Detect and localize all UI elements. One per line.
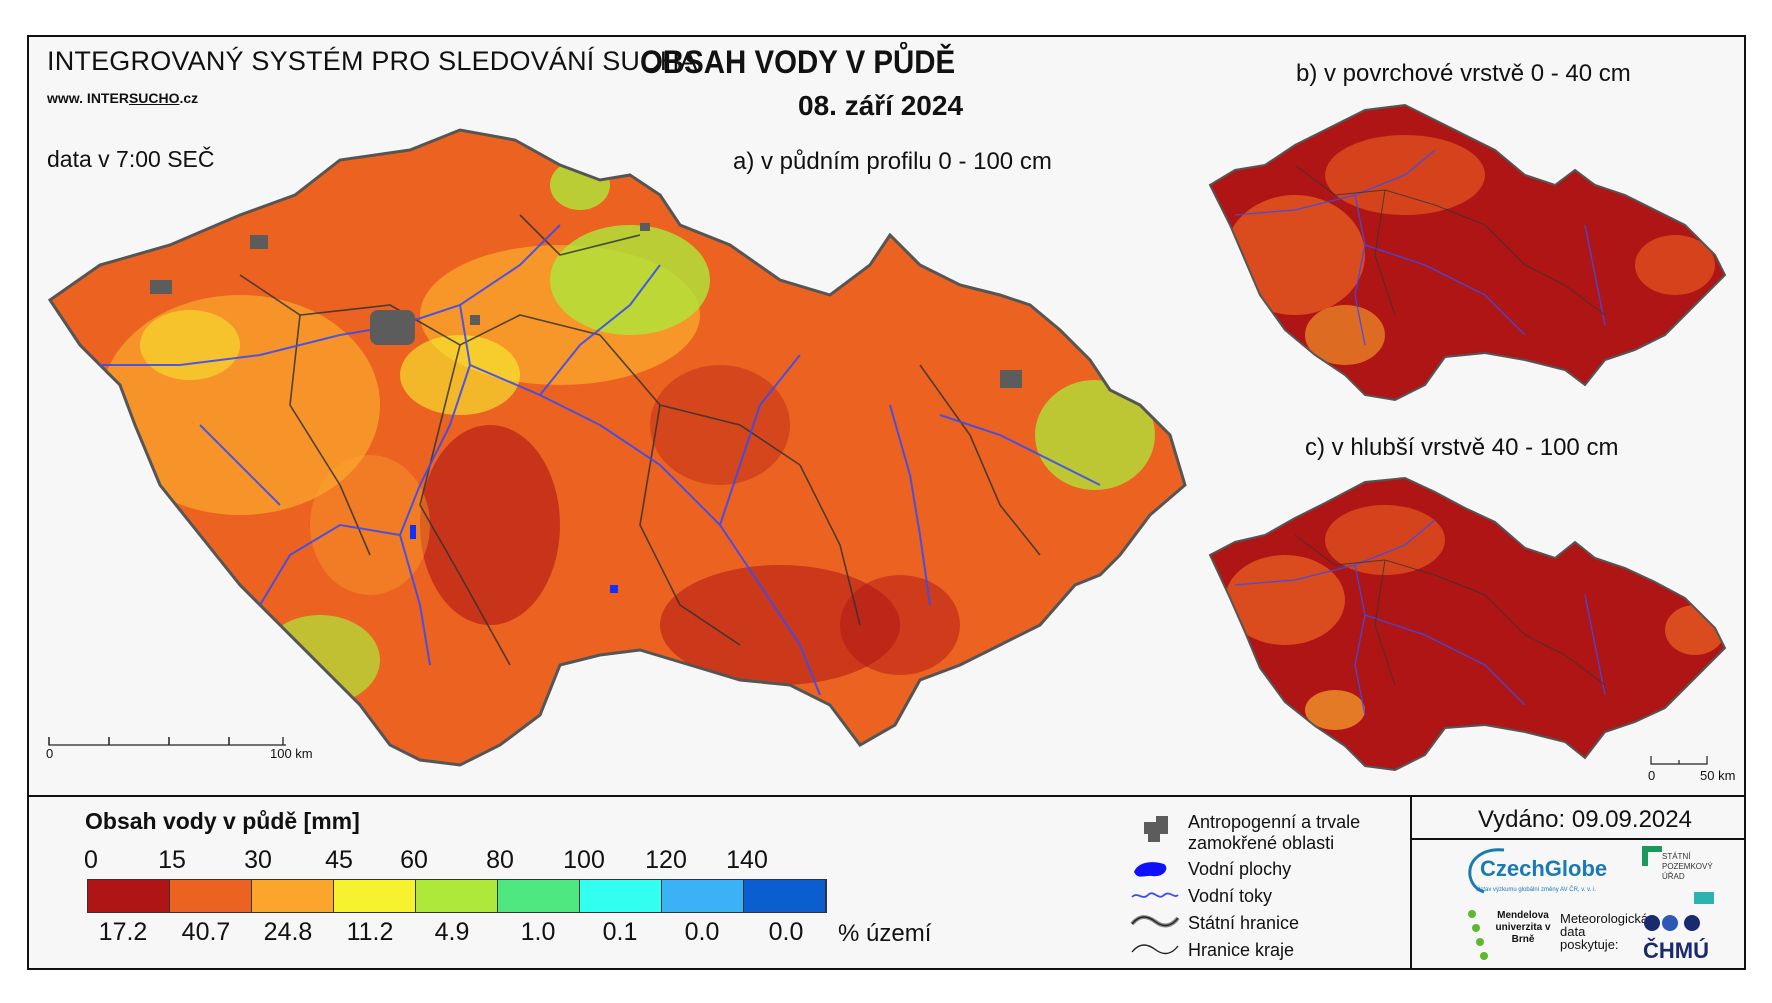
region-border-icon: [1131, 944, 1179, 955]
legend-percent: 0.1: [602, 918, 638, 946]
chmu-logo: ČHMÚ: [1643, 938, 1709, 963]
scale-small-start: 0: [1648, 768, 1656, 783]
mendel-dots-icon: [1468, 910, 1488, 960]
legend-region-border: Hranice kraje: [1188, 940, 1295, 960]
scale-small-end: 50 km: [1700, 768, 1736, 783]
czechglobe-logo: CzechGlobe: [1480, 856, 1608, 881]
spu-logo: STÁTNÍ POZEMKOVÝ ÚŘAD: [1662, 852, 1713, 881]
map-a-soil-profile: [47, 128, 1187, 767]
legend-limit: 140: [726, 846, 768, 874]
map-c-deep-layer: [1208, 476, 1727, 772]
website-suffix: .cz: [179, 90, 199, 106]
anthropogenic-area-icon: [1144, 816, 1168, 842]
spu-accent-icon: [1694, 892, 1714, 904]
legend-limit: 0: [84, 846, 98, 874]
legend-swatch: [744, 880, 826, 912]
legend-swatch: [334, 880, 416, 912]
legend-color-bar: [87, 879, 827, 913]
website-brand: SUCHO: [128, 90, 180, 106]
map-c-label: c) v hlubší vrstvě 40 - 100 cm: [1305, 434, 1619, 461]
chmu-symbol-icon: [1644, 915, 1700, 931]
legend-percent: 11.2: [346, 918, 394, 946]
map-b-surface-layer: [1208, 103, 1727, 402]
legend-limit: 100: [563, 846, 605, 874]
legend-state-border: Státní hranice: [1188, 913, 1300, 933]
met-data-provider: Meteorologická data poskytuje:: [1560, 911, 1649, 952]
legend-limit: 45: [325, 846, 353, 874]
main-title: OBSAH VODY V PŮDĚ: [640, 44, 956, 80]
mendel-logo: Mendelova univerzita v Brně: [1495, 910, 1551, 945]
legend-percent-unit: % území: [838, 920, 932, 947]
legend-limit: 15: [158, 846, 186, 874]
issued-date: Vydáno: 09.09.2024: [1478, 806, 1692, 833]
legend-percent: 4.9: [434, 918, 470, 946]
state-border-icon: [1130, 915, 1180, 928]
info-divider: [1410, 795, 1412, 970]
czechglobe-subtitle: Ústav výzkumu globální změny AV ČR, v. v…: [1476, 887, 1597, 893]
spu-logo-icon: [1642, 846, 1662, 866]
scale-main-start: 0: [46, 746, 54, 761]
water-stream-icon: [1131, 892, 1179, 898]
legend-percent: 0.0: [768, 918, 804, 946]
legend-water-bodies: Vodní plochy: [1188, 859, 1292, 879]
map-a-label: a) v půdním profilu 0 - 100 cm: [733, 148, 1052, 175]
legend-percent: 0.0: [684, 918, 720, 946]
map-b-label: b) v povrchové vrstvě 0 - 40 cm: [1296, 60, 1631, 87]
legend-percent: 24.8: [263, 918, 313, 946]
scale-bar-small: [1650, 756, 1708, 765]
data-time: data v 7:00 SEČ: [47, 146, 215, 172]
scale-main-end: 100 km: [270, 746, 313, 761]
legend-percent: 1.0: [520, 918, 556, 946]
issued-divider: [1410, 838, 1746, 840]
map-date: 08. září 2024: [798, 90, 964, 121]
system-title: INTEGROVANÝ SYSTÉM PRO SLEDOVÁNÍ SUCHA: [47, 46, 698, 76]
legend-swatch: [580, 880, 662, 912]
legend-limit: 80: [486, 846, 514, 874]
legend-percent: 17.2: [98, 918, 148, 946]
czechglobe-swoosh-icon: [1468, 848, 1505, 894]
legend-limit: 60: [400, 846, 428, 874]
legend-title: Obsah vody v půdě [mm]: [85, 808, 360, 834]
legend-swatch: [170, 880, 252, 912]
legend-anthropogenic: Antropogenní a trvale zamokřené oblasti: [1188, 812, 1361, 853]
legend-limit: 30: [244, 846, 272, 874]
legend-swatch: [498, 880, 580, 912]
legend-swatch: [88, 880, 170, 912]
legend-limit: 120: [645, 846, 687, 874]
legend-water-streams: Vodní toky: [1188, 886, 1273, 906]
legend-swatch: [252, 880, 334, 912]
water-body-icon: [1134, 862, 1167, 877]
website-prefix: www. INTER: [47, 90, 129, 106]
scale-bar-main: [48, 737, 286, 746]
legend-percent: 40.7: [181, 918, 231, 946]
legend-swatch: [416, 880, 498, 912]
website-link[interactable]: www. INTERSUCHO.cz: [47, 90, 198, 106]
legend-swatch: [662, 880, 744, 912]
legend-divider: [27, 795, 1746, 797]
